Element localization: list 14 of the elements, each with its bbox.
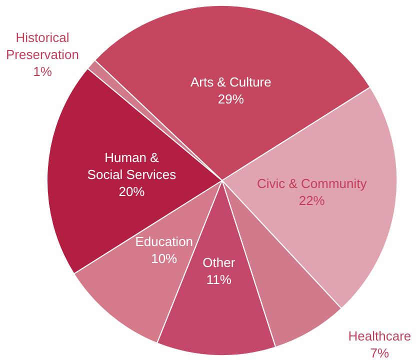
data-label: 10%	[151, 251, 178, 266]
slice-label: Arts & Culture	[190, 74, 272, 90]
slice-label: Historical Preservation	[6, 30, 79, 62]
slice-label: Education	[135, 234, 194, 250]
data-label: 1%	[33, 64, 52, 79]
data-label: 20%	[118, 184, 146, 199]
data-label: 11%	[206, 272, 232, 287]
data-label: 7%	[370, 345, 390, 360]
slice-label: Other	[202, 254, 236, 270]
data-label: 22%	[298, 193, 326, 208]
slice-label: Civic & Community	[256, 176, 368, 192]
data-label: 29%	[218, 91, 244, 106]
slice-label: Healthcare	[348, 328, 412, 344]
slice-label: Human & Social Services	[87, 150, 177, 182]
